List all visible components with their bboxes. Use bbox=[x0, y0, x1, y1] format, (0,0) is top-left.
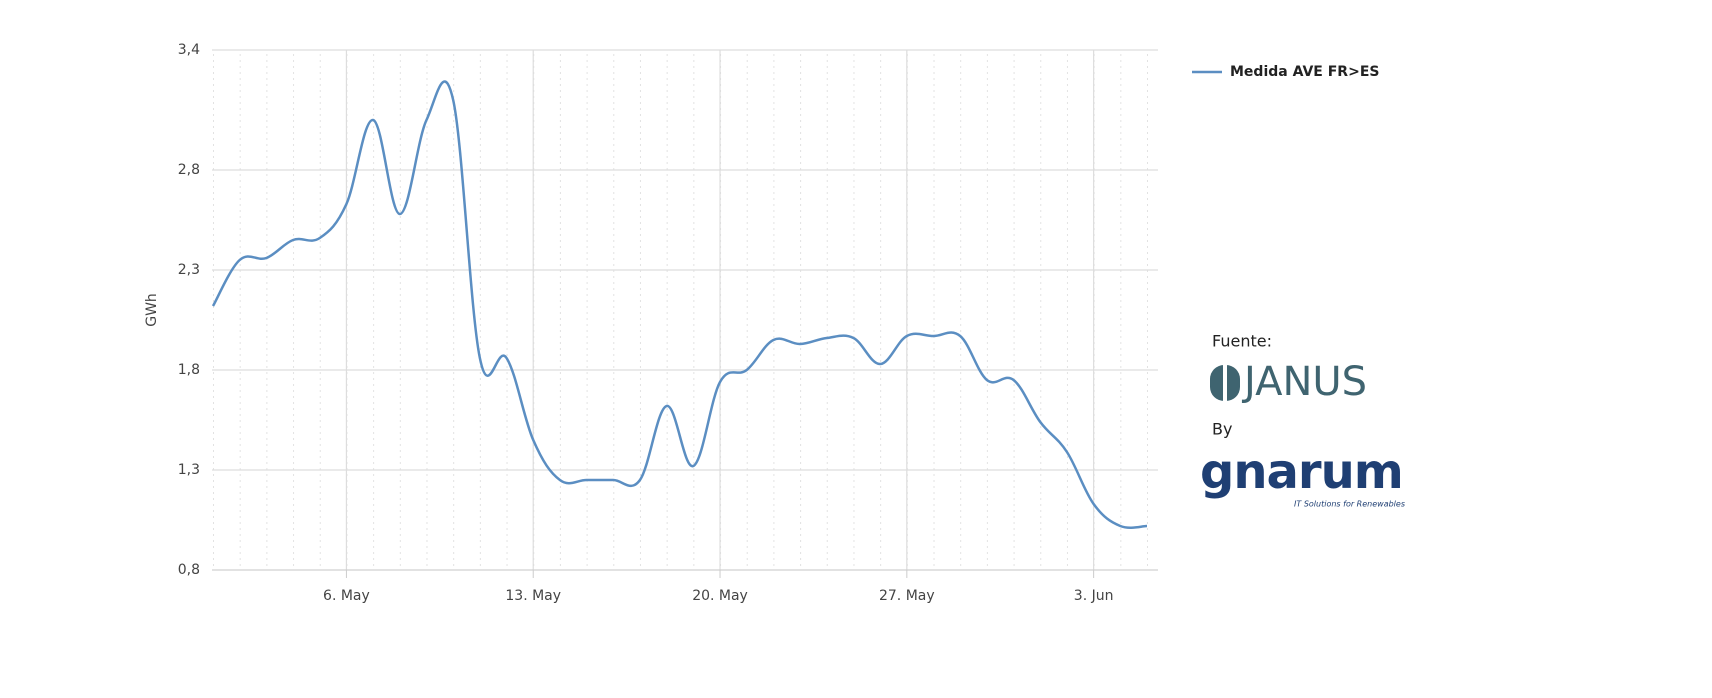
y-tick-label: 1,8 bbox=[178, 362, 200, 378]
y-tick-label: 2,3 bbox=[178, 262, 200, 278]
y-tick-label: 3,4 bbox=[178, 42, 200, 58]
y-tick-label: 1,3 bbox=[178, 462, 200, 478]
by-label: By bbox=[1212, 420, 1232, 439]
x-tick-label: 27. May bbox=[879, 588, 935, 604]
x-tick-label: 20. May bbox=[692, 588, 748, 604]
y-tick-label: 0,8 bbox=[178, 562, 200, 578]
x-tick-label: 6. May bbox=[323, 588, 370, 604]
y-axis-title: GWh bbox=[144, 293, 160, 327]
plot-background bbox=[212, 50, 1158, 570]
source-label: Fuente: bbox=[1212, 332, 1272, 351]
x-tick-label: 3. Jun bbox=[1074, 588, 1114, 604]
gnarum-logo: gnarum bbox=[1200, 444, 1403, 500]
y-tick-label: 2,8 bbox=[178, 162, 200, 178]
legend-label: Medida AVE FR>ES bbox=[1230, 64, 1379, 80]
gnarum-tagline: IT Solutions for Renewables bbox=[1294, 500, 1405, 509]
x-tick-label: 13. May bbox=[505, 588, 561, 604]
data-line bbox=[211, 80, 1148, 529]
janus-logo: JANUS bbox=[1241, 359, 1367, 405]
